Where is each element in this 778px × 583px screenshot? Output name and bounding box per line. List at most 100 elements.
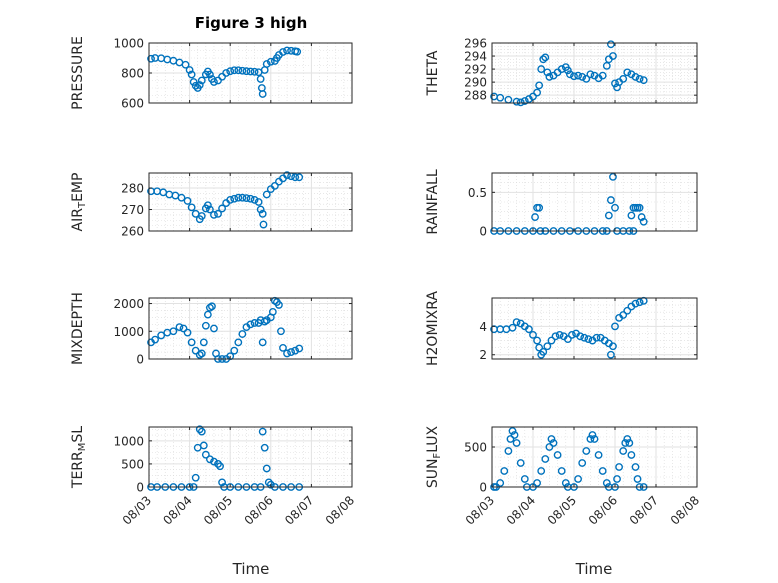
theta-point — [598, 71, 607, 80]
air_temp-ytick-label: 260 — [121, 225, 144, 239]
theta-point — [631, 73, 640, 81]
terr_msl-point — [216, 462, 224, 471]
theta-ylabel: THETA — [425, 50, 441, 96]
theta-point — [609, 52, 617, 60]
pressure-ytick-label: 1000 — [113, 37, 144, 51]
theta-point — [566, 70, 574, 79]
rainfall-point — [627, 211, 636, 220]
sun_flux-point — [633, 475, 642, 483]
air_temp-ylabel: AIRTEMP — [70, 173, 88, 232]
sun_flux-point — [561, 479, 570, 487]
pressure-point — [147, 54, 155, 63]
theta-point — [578, 73, 587, 81]
pressure-point — [205, 70, 214, 79]
sun_flux-point — [500, 467, 509, 475]
air_temp-point — [238, 193, 247, 202]
h2omixra-ytick-label: 2 — [479, 348, 487, 362]
sun_flux-ylabel: SUNFLUX — [425, 425, 443, 488]
sun_flux-point — [613, 475, 621, 483]
theta-axes-box — [491, 42, 698, 104]
theta-point — [611, 79, 619, 88]
pressure-point — [230, 66, 239, 75]
sun_flux-point — [598, 467, 607, 475]
h2omixra-point — [584, 335, 593, 344]
air_temp-point — [214, 209, 222, 218]
pressure-ylabel: PRESSURE — [70, 36, 86, 110]
h2omixra-point — [525, 325, 533, 334]
terr_msl-ylabel-part: M — [77, 443, 88, 452]
air_temp-point — [262, 190, 271, 199]
sun_flux-point — [627, 451, 636, 459]
theta-point — [537, 65, 546, 73]
theta-point — [635, 74, 644, 83]
mixdepth-point — [175, 323, 184, 332]
terr_msl-point — [266, 480, 275, 489]
terr_msl-plot-area — [149, 427, 352, 487]
sun_flux-point — [625, 439, 634, 447]
h2omixra-point — [555, 330, 564, 339]
pressure-ytick-label: 800 — [121, 67, 144, 81]
mixdepth-ylabel: MIXDEPTH — [70, 292, 86, 365]
theta-point — [541, 53, 550, 62]
figure-title: Figure 3 high — [195, 14, 308, 32]
air_temp-point — [254, 198, 263, 206]
theta-ytick-label: 288 — [464, 89, 487, 103]
theta-point — [516, 98, 525, 107]
panel-mixdepth: 0 1000 2000 MIXDEPTH — [70, 292, 353, 367]
mixdepth-point — [151, 335, 159, 344]
sun_flux-point — [533, 479, 541, 487]
h2omixra-point — [607, 350, 615, 359]
mixdepth-ylabel-part: MIXDEPTH — [70, 292, 86, 365]
rainfall-point — [609, 172, 617, 181]
pressure-point — [283, 46, 291, 55]
air_temp-point — [242, 194, 251, 203]
theta-point — [543, 68, 552, 77]
terr_msl-ytick-label: 500 — [121, 457, 144, 471]
theta-ytick-label: 296 — [464, 37, 487, 51]
sun_flux-axes-box — [491, 426, 698, 488]
sun_flux-point — [582, 447, 591, 455]
sun_flux-point — [512, 439, 521, 447]
theta-point — [574, 71, 582, 80]
h2omixra-point — [533, 336, 541, 345]
mixdepth-point — [208, 302, 216, 311]
air_temp-point — [226, 195, 235, 204]
sun_flux-point — [615, 463, 623, 471]
h2omixra-ylabel-part: H2OMIXRA — [425, 291, 441, 366]
terr_msl-ytick-label: 0 — [136, 481, 144, 495]
terr_msl-point — [197, 427, 206, 436]
air_temp-point — [259, 220, 268, 229]
theta-point — [520, 97, 529, 105]
theta-ytick-label: 294 — [464, 50, 487, 64]
pressure-point — [222, 69, 231, 77]
mixdepth-point — [277, 327, 285, 336]
air_temp-point — [291, 173, 300, 182]
rainfall-point — [531, 213, 539, 221]
terr_msl-point — [191, 473, 200, 482]
panel-h2omixra: 2 4 H2OMIXRA — [425, 291, 698, 366]
air_temp-point — [230, 194, 239, 203]
mixdepth-axes-box — [148, 297, 353, 360]
sun_flux-ytick-label: 500 — [464, 441, 487, 455]
air_temp-point — [183, 197, 192, 205]
pressure-point — [250, 67, 259, 76]
air_temp-ytick-label: 270 — [121, 203, 144, 217]
h2omixra-point — [529, 330, 537, 339]
panel-rainfall: 0 0.5 RAINFALL — [425, 169, 698, 239]
air_temp-ytick-label: 280 — [121, 182, 144, 196]
pressure-point — [195, 81, 204, 89]
h2omixra-point — [539, 348, 548, 356]
sun_flux-point — [508, 427, 517, 435]
terr_msl-axes-box — [148, 426, 353, 488]
mixdepth-point — [295, 344, 304, 353]
air_temp-point — [283, 171, 291, 180]
theta-point — [539, 55, 548, 64]
h2omixra-point — [543, 342, 552, 351]
air_temp-point — [177, 193, 186, 202]
h2omixra-point — [609, 342, 617, 351]
mixdepth-point — [197, 349, 206, 358]
h2omixra-point — [563, 335, 572, 344]
